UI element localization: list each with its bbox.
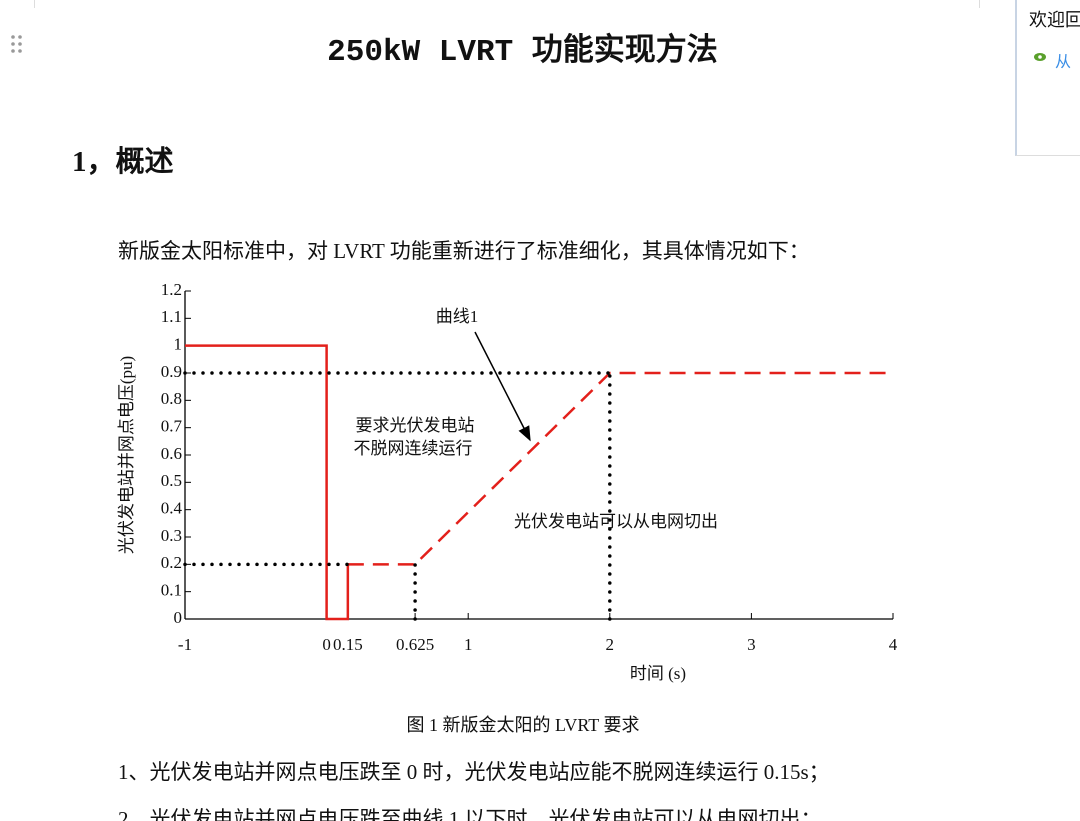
panel-link[interactable]: 从	[1055, 52, 1072, 71]
annotation: 光伏发电站可以从电网切出	[514, 512, 718, 531]
x-tick-label: 0	[322, 635, 331, 654]
y-tick-label: 0.3	[161, 526, 182, 545]
list-item: 2、光伏发电站并网点电压跌至曲线 1 以下时，光伏发电站可以从电网切出；	[118, 807, 822, 821]
side-panel: 欢迎回 从	[1015, 0, 1080, 156]
paragraph: 新版金太阳标准中，对 LVRT 功能重新进行了标准细化，其具体情况如下：	[118, 239, 810, 263]
y-tick-label: 0.6	[161, 444, 182, 463]
annotation-arrow	[474, 331, 531, 442]
annotation: 不脱网连续运行	[354, 439, 473, 458]
annotation: 要求光伏发电站	[356, 416, 475, 435]
eye-icon	[1034, 53, 1046, 61]
y-tick-label: 0.2	[161, 553, 182, 572]
list-item: 1、光伏发电站并网点电压跌至 0 时，光伏发电站应能不脱网连续运行 0.15s；	[118, 760, 830, 784]
series-line	[347, 371, 893, 566]
series-line	[183, 371, 612, 621]
x-tick-label: 3	[747, 635, 756, 654]
y-axis-label: 光伏发电站并网点电压(pu)	[117, 356, 136, 554]
drag-handle[interactable]	[10, 34, 24, 54]
panel-title: 欢迎回	[1029, 10, 1080, 31]
y-tick-label: 0.5	[161, 471, 182, 490]
y-tick-label: 1	[174, 335, 183, 354]
y-tick-label: 0.9	[161, 362, 182, 381]
doc-title: 250kW LVRT 功能实现方法	[327, 35, 718, 70]
y-tick-label: 1.2	[161, 280, 182, 299]
section-heading: 1，概述	[72, 146, 174, 178]
series-line	[185, 344, 350, 621]
x-axis-label: 时间 (s)	[630, 664, 686, 683]
x-tick-label: 0.15	[333, 635, 363, 654]
y-tick-label: 0	[174, 608, 183, 627]
y-tick-label: 0.4	[161, 499, 183, 518]
y-tick-label: 0.8	[161, 389, 182, 408]
x-tick-label: 0.625	[396, 635, 434, 654]
x-tick-label: 4	[889, 635, 898, 654]
y-tick-label: 1.1	[161, 307, 182, 326]
x-tick-label: -1	[178, 635, 192, 654]
page-edge	[34, 0, 980, 8]
annotation: 曲线1	[436, 307, 479, 326]
x-tick-label: 2	[606, 635, 615, 654]
figure-caption: 图 1 新版金太阳的 LVRT 要求	[406, 715, 640, 735]
x-tick-label: 1	[464, 635, 473, 654]
y-tick-label: 0.7	[161, 417, 183, 436]
y-tick-label: 0.1	[161, 581, 182, 600]
figure-chart: 00.10.20.30.40.50.60.70.80.911.11.2-1 0 0.…	[117, 280, 898, 683]
